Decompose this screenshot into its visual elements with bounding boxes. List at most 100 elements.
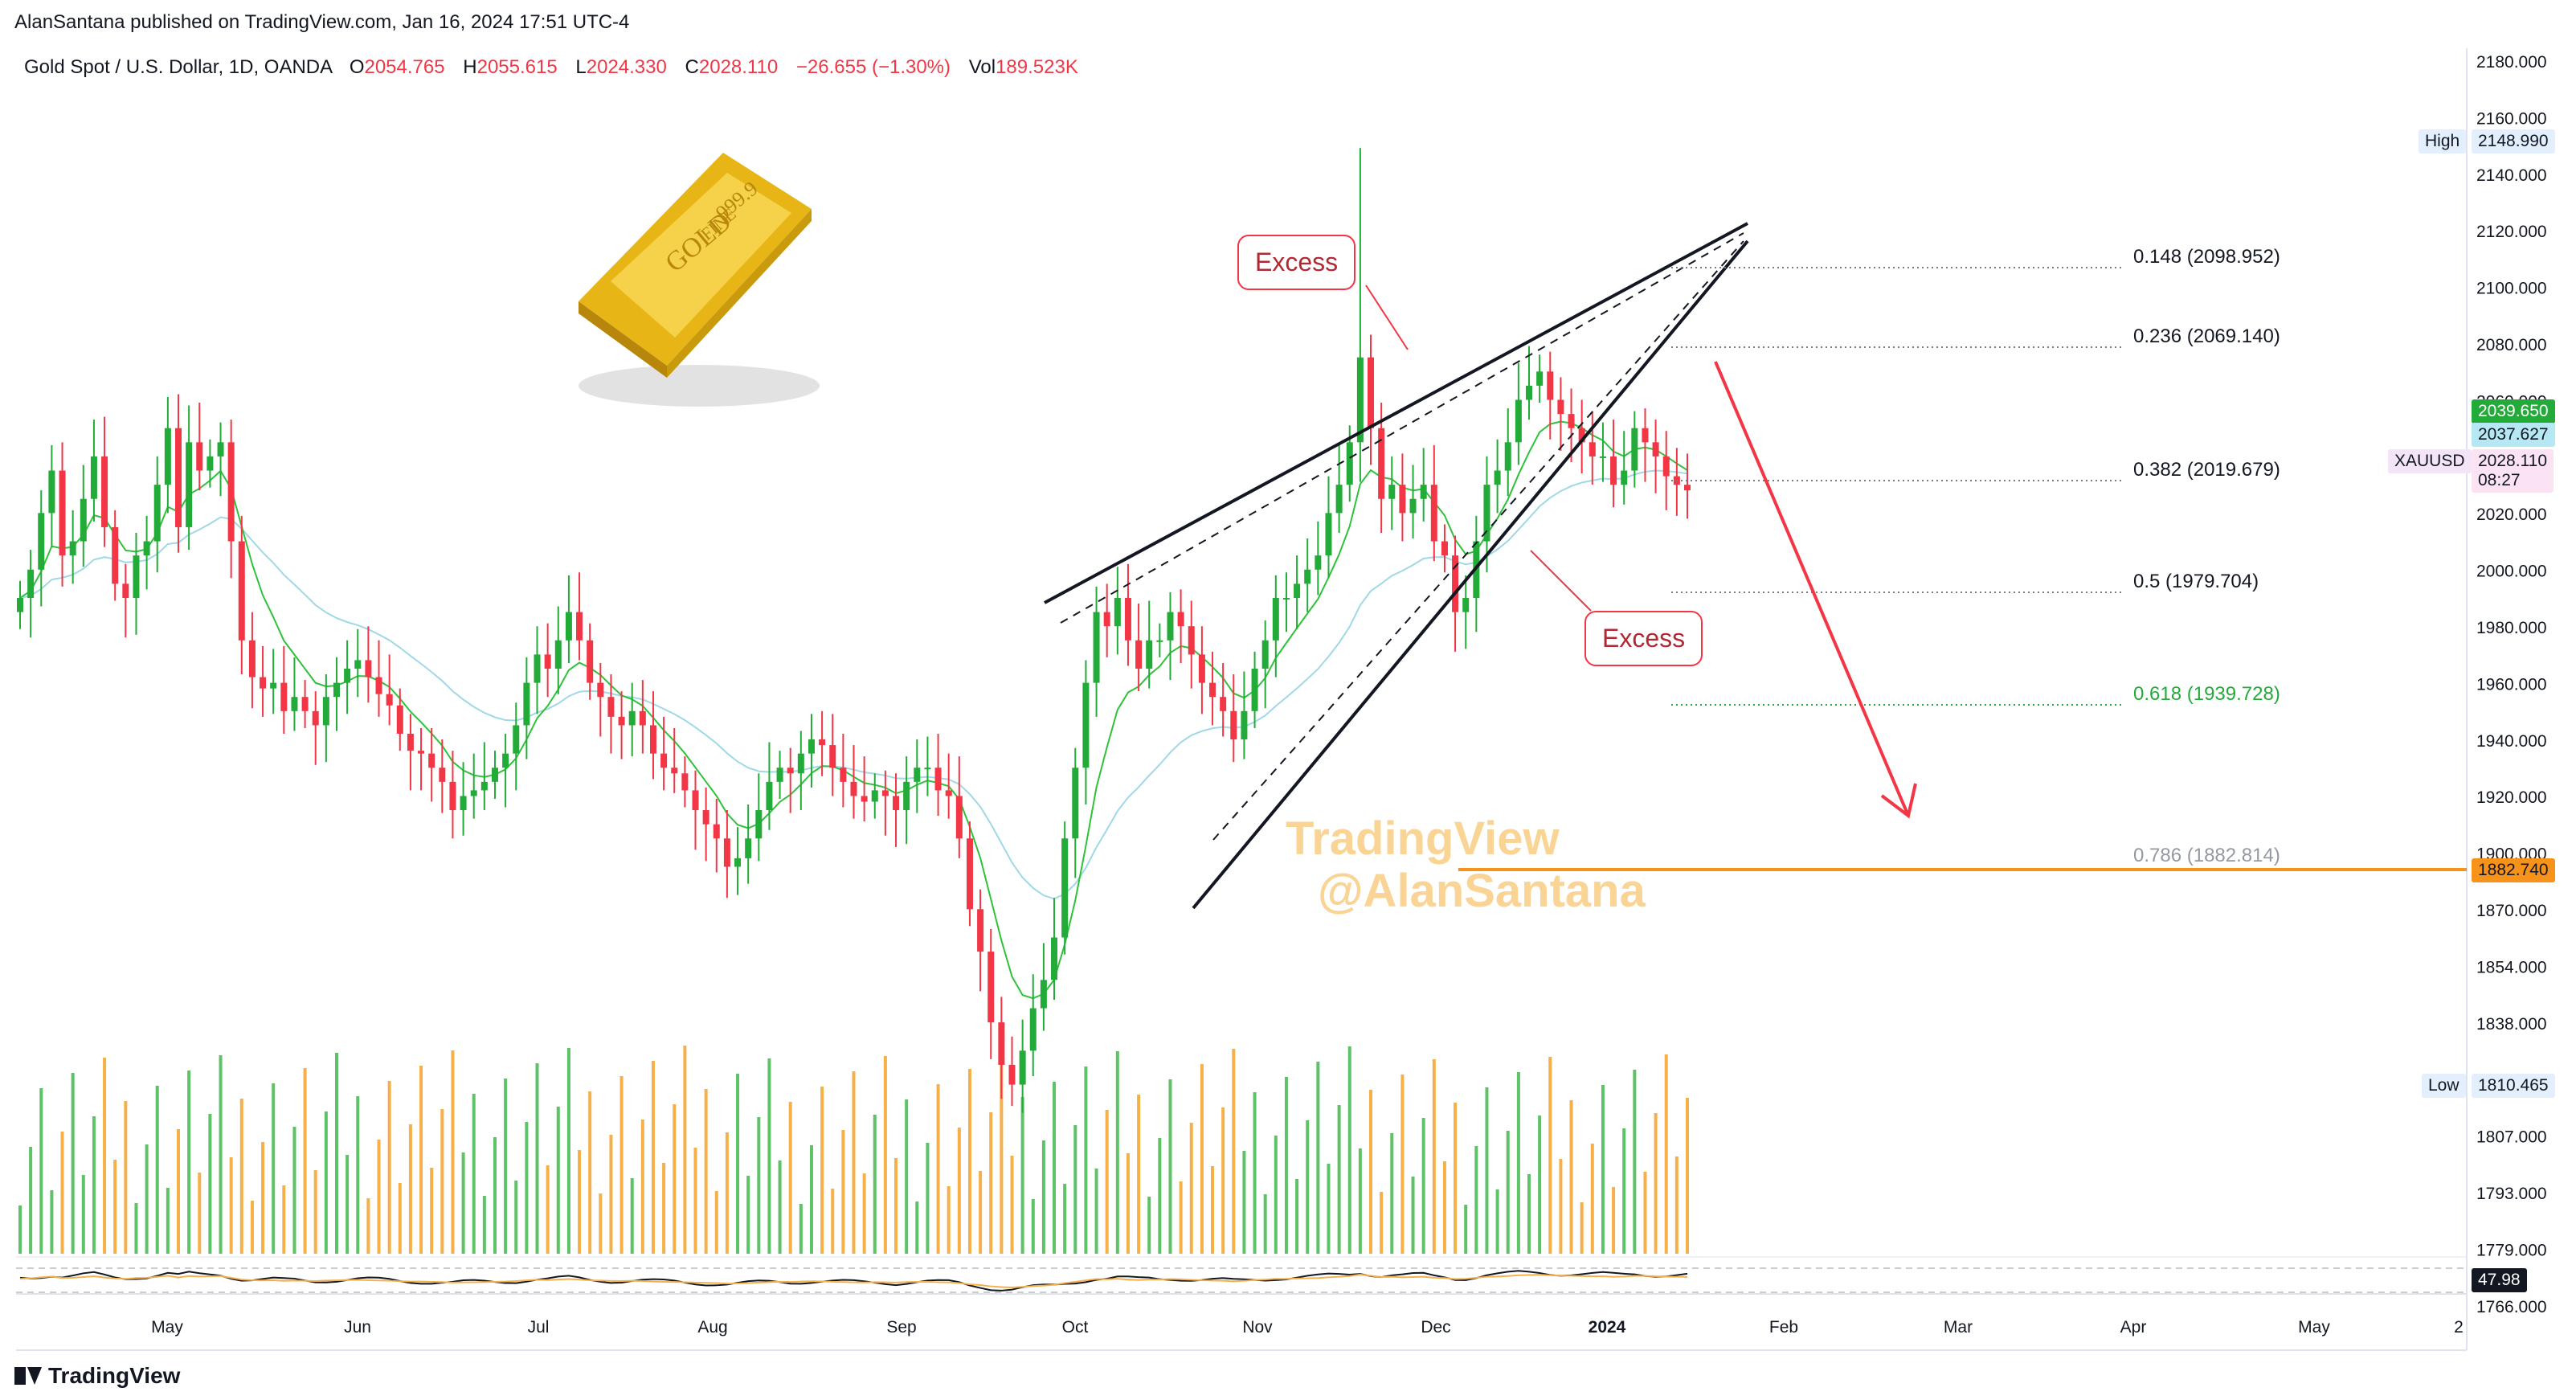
candle-body xyxy=(280,682,288,711)
candle-body xyxy=(649,725,656,754)
candle-body xyxy=(1483,485,1490,542)
fib-0786: 0.786 (1882.814) xyxy=(2133,845,2280,866)
last-value-tag: 2028.110 08:27 xyxy=(2472,449,2554,493)
gold-bar-picture: 999.9 FINE GOLD xyxy=(579,153,820,407)
volume-bar xyxy=(377,1140,381,1254)
volume-bar xyxy=(1548,1057,1552,1254)
candle-body xyxy=(702,810,709,825)
volume-bar xyxy=(208,1114,212,1254)
candle-body xyxy=(1019,1050,1026,1085)
candle-body xyxy=(1282,597,1290,600)
volume-bar xyxy=(1527,1174,1531,1254)
tradingview-logo-icon xyxy=(14,1367,42,1385)
volume-bar xyxy=(92,1116,96,1254)
high-label: H xyxy=(463,56,477,78)
candle-body xyxy=(554,640,562,669)
volume-bar xyxy=(1516,1072,1520,1254)
volume-bar xyxy=(757,1117,761,1254)
volume-bar xyxy=(1179,1181,1183,1254)
y-axis[interactable]: 2180.000 2160.000 2140.000 2120.000 2100.000… xyxy=(2476,53,2547,1316)
candle-body xyxy=(1356,357,1364,443)
candle-body xyxy=(1198,654,1205,683)
candle-body xyxy=(766,781,773,811)
volume-bar xyxy=(1137,1095,1141,1254)
volume-bar xyxy=(1295,1179,1299,1254)
candle-body xyxy=(449,781,456,811)
volume-bar xyxy=(989,1112,993,1254)
candle-body xyxy=(1220,697,1227,711)
candle-body xyxy=(491,768,498,782)
candle-body xyxy=(998,1022,1005,1065)
candle-body xyxy=(934,768,942,791)
candle-body xyxy=(1568,414,1575,428)
volume-bar xyxy=(113,1160,117,1254)
volume-bar xyxy=(1284,1077,1288,1254)
volume-bar xyxy=(1390,1133,1394,1254)
candle-body xyxy=(59,470,66,556)
volume-bar xyxy=(947,1186,951,1254)
candle-body xyxy=(1051,937,1058,980)
candle-body xyxy=(1578,428,1585,443)
volume-bar xyxy=(1612,1187,1616,1254)
fib-levels[interactable]: 0.148 (2098.952) 0.236 (2069.140) 0.382 … xyxy=(1671,246,2280,866)
volume-bar xyxy=(81,1175,85,1254)
candle-body xyxy=(407,733,414,751)
x-tick-label: Nov xyxy=(1242,1318,1273,1337)
fib-05: 0.5 (1979.704) xyxy=(2133,571,2259,592)
candle-body xyxy=(153,485,161,542)
high-value-tag: 2148.990 xyxy=(2472,129,2555,154)
volume-bar xyxy=(736,1074,740,1254)
candle-body xyxy=(1378,428,1385,499)
volume-bar xyxy=(1063,1184,1067,1254)
candle-body xyxy=(966,838,973,910)
candle-body xyxy=(1241,710,1248,740)
x-tick-label: Jul xyxy=(528,1318,550,1337)
candle-body xyxy=(587,640,594,683)
volume-bar xyxy=(219,1055,223,1254)
candle-body xyxy=(597,682,604,698)
y-tick-label: 1920.000 xyxy=(2476,788,2547,807)
rising-wedge[interactable] xyxy=(1044,222,1749,910)
candle-body xyxy=(871,790,878,802)
projection-arrow[interactable] xyxy=(1714,361,1917,819)
candle-body xyxy=(248,640,256,677)
volume-bar xyxy=(1400,1075,1405,1254)
symbol-label[interactable]: Gold Spot / U.S. Dollar, 1D, OANDA xyxy=(24,56,333,78)
y-tick-label: 1793.000 xyxy=(2476,1185,2547,1203)
volume-bar xyxy=(1495,1189,1499,1254)
volume-bar xyxy=(599,1193,603,1254)
x-tick-label: Feb xyxy=(1769,1318,1798,1337)
candle-body xyxy=(660,753,668,768)
y-tick-label: 1870.000 xyxy=(2476,902,2547,920)
candle-body xyxy=(819,739,826,746)
candle-body xyxy=(1589,442,1596,456)
volume-bar xyxy=(725,1132,729,1254)
candle-body xyxy=(227,442,235,542)
candle-body xyxy=(534,654,541,683)
volume-bar xyxy=(809,1145,813,1254)
candle-body xyxy=(1103,612,1110,627)
x-axis[interactable]: May Jun Jul Aug Sep Oct Nov Dec 2024 Feb Mar Apr May… xyxy=(151,1318,2464,1337)
candle-body xyxy=(1557,399,1564,415)
candle-body xyxy=(480,781,488,791)
candle-body xyxy=(1082,682,1090,768)
y-tick-label: 1940.000 xyxy=(2476,732,2547,751)
volume-bar xyxy=(398,1183,402,1254)
candle-body xyxy=(1072,768,1079,839)
volume-bar xyxy=(334,1053,338,1254)
excess-top-callout[interactable]: Excess xyxy=(1237,235,1356,290)
x-tick-label: Apr xyxy=(2120,1318,2147,1337)
volume-bar xyxy=(50,1190,54,1254)
volume-bar xyxy=(651,1061,655,1254)
volume-bar xyxy=(546,1165,550,1254)
volume-bar xyxy=(408,1124,412,1254)
excess-bottom-callout[interactable]: Excess xyxy=(1584,611,1703,666)
volume-bar xyxy=(862,1173,866,1254)
volume-bar xyxy=(683,1046,687,1254)
volume-bar xyxy=(482,1196,486,1254)
candle-body xyxy=(987,952,995,1023)
candle-body xyxy=(977,909,984,952)
publisher-line: AlanSantana published on TradingView.com… xyxy=(14,11,630,33)
tradingview-logo[interactable]: TradingView xyxy=(14,1363,180,1389)
